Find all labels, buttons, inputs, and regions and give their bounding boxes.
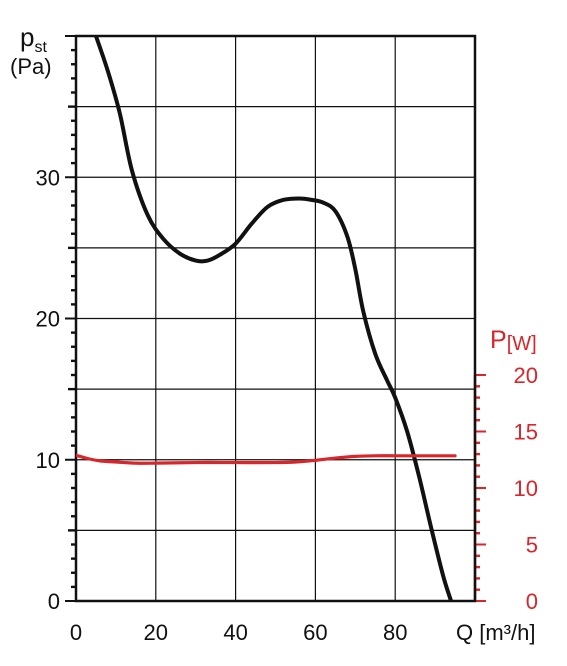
- x-axis-tick-labels: 0 20 40 60 80: [70, 620, 408, 645]
- grid-lines: [76, 36, 475, 601]
- left-axis-title-sub: st: [34, 39, 47, 56]
- series-layer: [76, 36, 457, 601]
- left-axis-tick-label: 20: [36, 307, 60, 332]
- right-axis-tick-labels: 0 5 10 15 20: [514, 363, 538, 614]
- left-axis-tick-label: 0: [48, 589, 60, 614]
- left-axis-unit: (Pa): [10, 54, 52, 79]
- right-axis-tick-label: 15: [514, 420, 538, 445]
- left-axis-title-main: p: [20, 22, 34, 52]
- left-axis-tick-labels: 0 10 20 30: [36, 165, 60, 614]
- left-axis-title: pst: [20, 22, 47, 56]
- x-axis-tick-label: 80: [383, 620, 407, 645]
- left-axis-minor-ticks: [65, 35, 76, 602]
- right-axis-tick-label: 20: [514, 363, 538, 388]
- x-axis-tick-label: 40: [223, 620, 247, 645]
- right-axis-title: P[W]: [490, 326, 537, 355]
- right-axis-minor-ticks: [473, 374, 486, 602]
- right-axis-tick-label: 10: [514, 476, 538, 501]
- x-axis-tick-label: 60: [303, 620, 327, 645]
- right-axis-title-unit: [W]: [507, 333, 537, 355]
- right-axis-title-main: P: [490, 326, 507, 354]
- x-axis-title: Q [m³/h]: [456, 620, 535, 645]
- right-axis-tick-label: 5: [526, 533, 538, 558]
- left-axis-tick-label: 30: [36, 165, 60, 190]
- x-axis-tick-label: 20: [144, 620, 168, 645]
- left-axis-tick-label: 10: [36, 448, 60, 473]
- pressure-curve: [93, 36, 454, 601]
- right-axis-tick-label: 0: [526, 589, 538, 614]
- x-axis-tick-label: 0: [70, 620, 82, 645]
- plot-frame: [74, 34, 477, 603]
- power-curve: [76, 453, 457, 465]
